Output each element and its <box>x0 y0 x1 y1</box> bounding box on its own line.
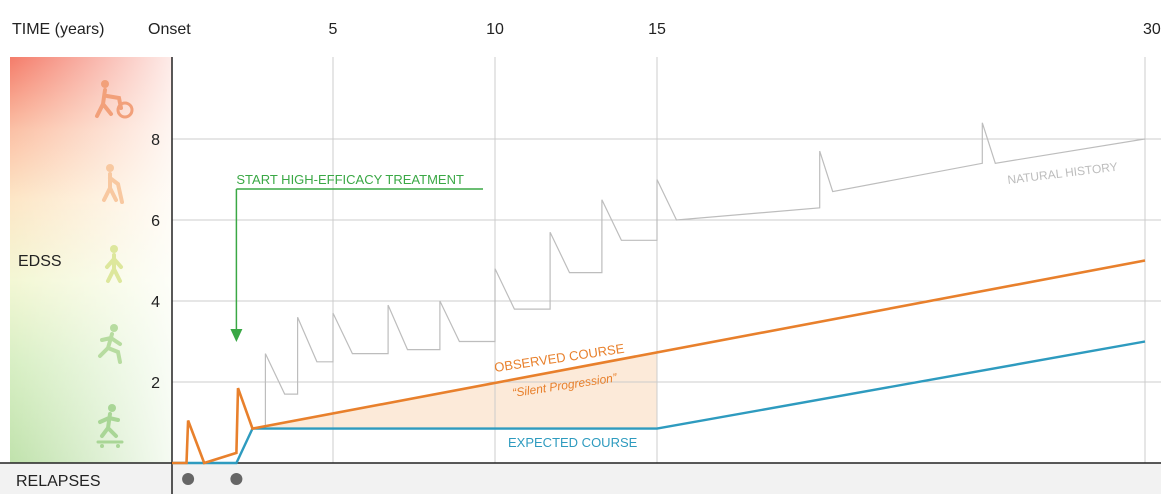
treatment-arrow-head <box>230 329 243 342</box>
natural-history-line <box>264 122 1146 427</box>
y-tick-labels: 2 4 6 8 <box>151 132 160 392</box>
skateboarding-icon <box>96 404 124 448</box>
x-axis-onset-label: Onset <box>148 21 191 38</box>
walking-cane-icon <box>102 164 124 204</box>
treatment-annotation-label: START HIGH-EFFICACY TREATMENT <box>236 172 464 187</box>
expected-course-line <box>172 340 1146 465</box>
y-tick-label-4: 4 <box>151 294 160 311</box>
relapses-label: RELAPSES <box>16 473 100 490</box>
y-axis-label: EDSS <box>18 253 62 270</box>
treatment-annotation: START HIGH-EFFICACY TREATMENT <box>230 172 483 342</box>
relapse-dot-1 <box>182 473 195 485</box>
wheelchair-assist-icon <box>95 80 134 119</box>
x-tick-label-15: 15 <box>648 21 666 38</box>
relapse-dot-2 <box>230 473 243 485</box>
x-tick-label-5: 5 <box>329 21 338 38</box>
expected-course-label: EXPECTED COURSE <box>508 435 638 450</box>
running-icon <box>98 324 122 364</box>
x-tick-label-10: 10 <box>486 21 504 38</box>
series-lines <box>172 122 1146 465</box>
walking-icon <box>105 245 123 283</box>
relapses-band <box>0 463 1161 494</box>
observed-course-line <box>172 259 1146 465</box>
relapse-markers <box>182 473 243 485</box>
y-tick-label-2: 2 <box>151 375 160 392</box>
x-axis-label: TIME (years) <box>12 21 104 38</box>
grid-lines <box>172 57 1161 463</box>
x-tick-label-30: 30 <box>1143 21 1161 38</box>
y-tick-label-8: 8 <box>151 132 160 149</box>
x-tick-labels: 5 10 15 30 <box>329 21 1161 38</box>
natural-history-label: NATURAL HISTORY <box>1007 160 1119 187</box>
edss-color-band-fade <box>10 57 172 463</box>
y-tick-label-6: 6 <box>151 213 160 230</box>
